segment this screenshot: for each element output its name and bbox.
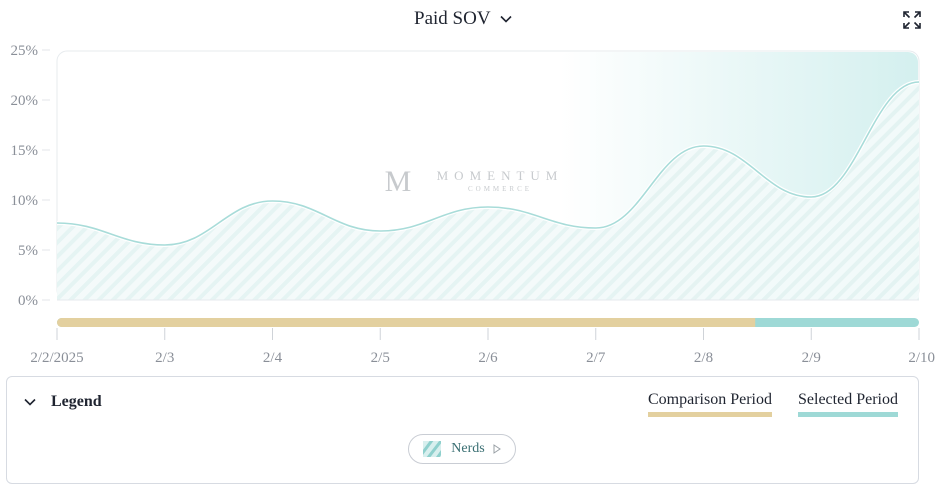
x-tick-label: 2/8 (694, 350, 713, 366)
y-tick-label: 20% (11, 93, 39, 109)
period-bar (57, 318, 919, 327)
legend-panel: Legend Comparison Period Selected Period… (6, 376, 919, 484)
x-tick-label: 2/5 (371, 350, 390, 366)
y-tick-label: 10% (11, 193, 39, 209)
x-tick-label: 2/10 (908, 350, 935, 366)
expand-icon[interactable] (902, 10, 922, 30)
series-chip-nerds[interactable]: Nerds (408, 434, 516, 464)
x-tick-label: 2/6 (478, 350, 498, 366)
momentum-watermark: M MOMENTUM COMMERCE (385, 165, 564, 198)
watermark-logo: M (385, 165, 412, 198)
series-area-nerds (57, 82, 919, 300)
series-layer (56, 80, 920, 301)
series-chip-label: Nerds (451, 441, 485, 456)
y-tick-label: 25% (11, 43, 39, 59)
hatched-swatch-icon (423, 441, 442, 457)
chart-title: Paid SOV (414, 8, 491, 29)
x-tick-label: 2/7 (586, 350, 606, 366)
metric-dropdown[interactable]: Paid SOV (414, 8, 513, 30)
chart-svg: 25% 20% 15% 10% 5% 0% M MOMENTUM COMMERCE 2/2… (11, 43, 936, 366)
x-tick-label: 2/9 (802, 350, 821, 366)
comparison-period-label: Comparison Period (648, 391, 772, 417)
comparison-period-bar (57, 318, 756, 327)
selected-period-label: Selected Period (798, 391, 898, 417)
y-tick-label: 0% (18, 293, 38, 309)
watermark-sub: COMMERCE (468, 185, 532, 193)
x-tick-label: 2/2/2025 (30, 350, 83, 366)
y-tick-label: 5% (18, 243, 38, 259)
series-line-nerds (56, 81, 920, 246)
x-tick-label: 2/4 (263, 350, 283, 366)
y-axis: 25% 20% 15% 10% 5% 0% (11, 43, 50, 309)
x-axis: 2/2/2025 2/3 2/4 2/5 2/6 2/7 2/8 2/9 2/10 (30, 328, 935, 366)
chevron-down-icon (499, 15, 512, 23)
legend-title: Legend (51, 393, 102, 410)
chevron-down-icon (24, 398, 36, 406)
chart-header: Paid SOV (0, 0, 937, 42)
watermark-brand: MOMENTUM (437, 168, 564, 183)
y-tick-label: 15% (11, 143, 39, 159)
play-icon (493, 444, 501, 454)
x-tick-label: 2/3 (155, 350, 174, 366)
legend-toggle[interactable]: Legend (23, 393, 102, 411)
